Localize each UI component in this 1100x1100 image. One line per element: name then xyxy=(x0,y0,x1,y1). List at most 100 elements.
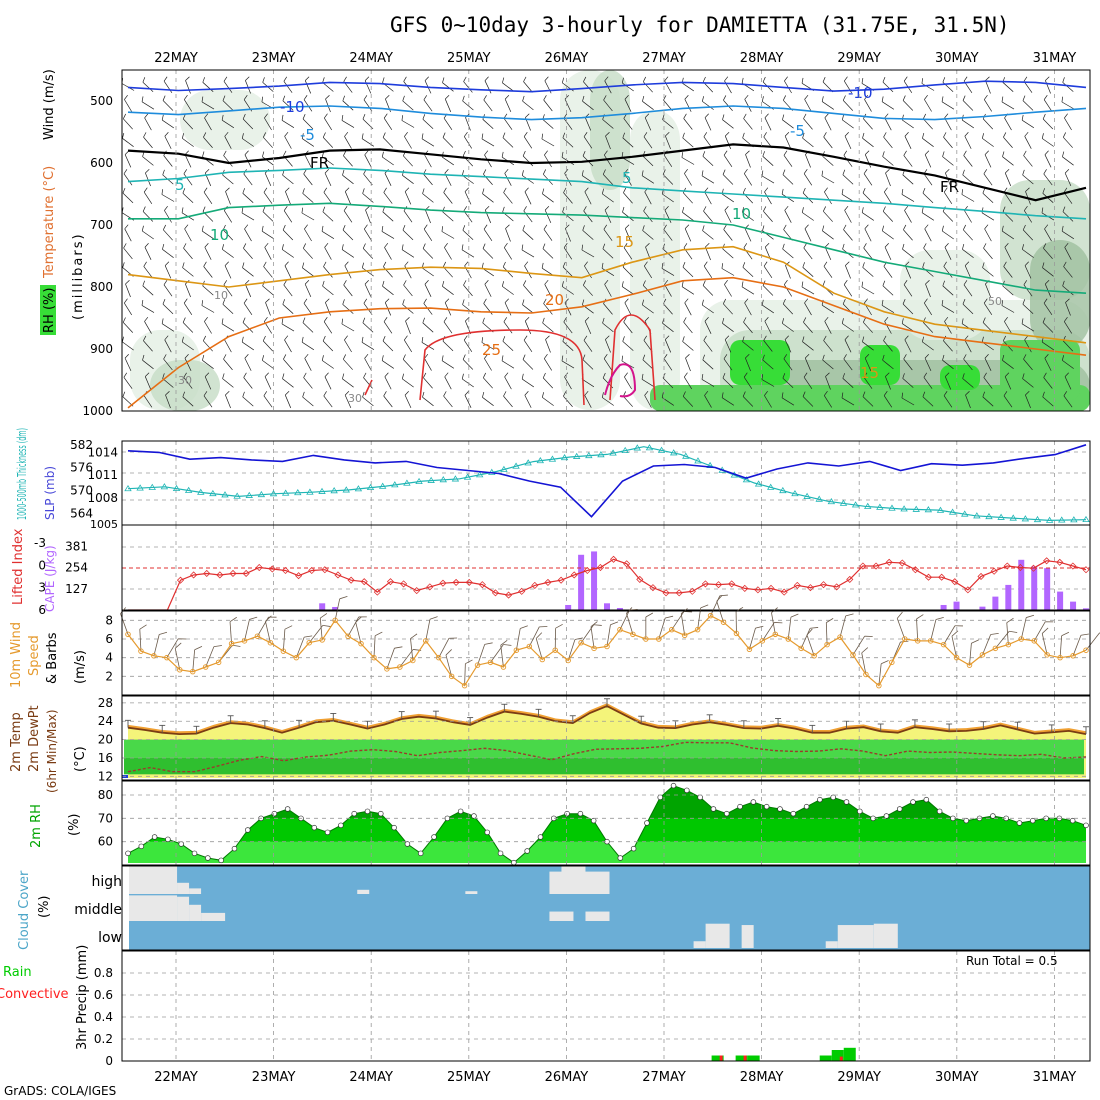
temp-contour-FR xyxy=(127,143,1087,202)
wind-barb-flag xyxy=(984,224,989,230)
wind-barb-flag xyxy=(662,114,665,120)
wind-barb xyxy=(501,360,515,369)
wind-barb xyxy=(403,210,413,223)
wind-barb-flag xyxy=(344,261,349,266)
wind-barb xyxy=(964,265,972,279)
precip-bar-total xyxy=(831,1050,844,1061)
wind-barb-flag xyxy=(921,78,924,84)
wind-barb-flag xyxy=(844,76,848,82)
wind-barb-flag xyxy=(622,132,625,138)
wind-barb-10m-flag xyxy=(916,614,924,620)
temp-tick: 24 xyxy=(98,714,113,728)
rh-marker xyxy=(378,810,384,817)
wind-barb-flag xyxy=(701,96,704,102)
wind-barb-10m xyxy=(749,628,756,650)
wind-barb xyxy=(482,119,494,129)
wind-marker xyxy=(656,636,662,642)
thickness-marker xyxy=(378,482,387,489)
wind-barb xyxy=(242,267,254,277)
wind-barb xyxy=(862,267,874,277)
wind-barb xyxy=(404,395,412,408)
cloud-level-middle: middle xyxy=(74,902,122,918)
wind-barb-flag xyxy=(944,113,949,119)
wind-barb-flag xyxy=(401,115,404,121)
wind-barb xyxy=(1042,118,1054,130)
wind-barb-flag xyxy=(203,335,207,341)
wind-barb-flag xyxy=(944,316,949,322)
wind-barb-flag xyxy=(1043,372,1047,378)
rh-marker xyxy=(1083,822,1089,829)
wind-marker xyxy=(526,643,533,650)
thickness-marker xyxy=(354,485,363,492)
wind-barb-flag xyxy=(321,225,324,232)
wind-barb xyxy=(584,265,592,279)
wind-barb-flag xyxy=(982,391,985,397)
wind-barb-flag xyxy=(343,76,347,82)
rh-marker xyxy=(391,824,397,831)
wind-barb xyxy=(563,247,573,260)
wind-barb xyxy=(524,395,532,408)
wind-barb xyxy=(723,229,733,241)
wind-barb-flag xyxy=(605,335,610,340)
wind-barb-flag xyxy=(703,206,707,212)
wind-barb xyxy=(243,303,253,315)
wind-barb-flag xyxy=(583,280,587,286)
wind-barb xyxy=(623,396,633,407)
wind-barb-flag xyxy=(243,243,247,249)
date-label-top: 27MAY xyxy=(642,51,686,66)
wind-barb-flag xyxy=(842,169,846,175)
lifted-marker xyxy=(662,589,670,597)
wind-barb-10m xyxy=(355,622,362,644)
wind-barb-10m-flag xyxy=(593,624,602,626)
lifted-marker xyxy=(426,583,434,591)
wind-barb-flag xyxy=(385,298,390,303)
wind-barb-flag xyxy=(363,298,368,304)
wind-barb xyxy=(503,192,513,204)
rh-marker xyxy=(191,850,198,857)
wind-marker xyxy=(798,645,804,652)
wind-barb-flag xyxy=(581,244,584,251)
wind-barb xyxy=(161,194,175,202)
wind-barb-flag xyxy=(561,77,564,83)
wind-barb xyxy=(443,395,453,408)
wind-barb xyxy=(602,174,614,185)
wind-barb xyxy=(361,341,375,351)
wind-barb xyxy=(301,341,315,351)
wind-barb-flag xyxy=(623,187,627,193)
wind-barb-flag xyxy=(743,243,748,249)
wind-barb xyxy=(342,174,354,185)
wind-barb xyxy=(584,191,592,205)
wind-barb-flag xyxy=(462,225,466,231)
cloud-cell-low xyxy=(837,925,874,948)
wind-barb-flag xyxy=(924,224,929,230)
thickness-marker xyxy=(827,497,836,505)
wind-barb-flag xyxy=(603,354,608,359)
wind-barb xyxy=(783,358,793,371)
wind-barb-10m xyxy=(861,652,867,675)
wind-barb-10m xyxy=(671,611,685,630)
wind-barb xyxy=(1064,172,1072,187)
wind-barb-10m-flag xyxy=(139,624,147,630)
wind-barb xyxy=(921,212,935,221)
wind-barb-10m xyxy=(347,616,360,637)
wind-barb-flag xyxy=(744,298,749,304)
lifted-marker xyxy=(819,581,828,589)
wind-marker xyxy=(1083,647,1089,653)
wind-barb xyxy=(402,100,414,111)
wind-barb xyxy=(962,249,974,258)
wind-barb-flag xyxy=(643,132,648,137)
wind-barb xyxy=(164,265,172,279)
precip-bars xyxy=(711,1047,856,1061)
rh-marker xyxy=(990,813,996,819)
wind-barb-flag xyxy=(685,354,690,359)
wind-barb xyxy=(902,323,914,332)
wind-barb xyxy=(843,358,853,371)
cape-bar xyxy=(616,607,623,610)
wind-barb-flag xyxy=(723,224,727,230)
wind-barb-flag xyxy=(842,298,846,305)
wind-barb-flag xyxy=(603,95,607,101)
wind-barb-flag xyxy=(824,391,828,396)
wind-barb xyxy=(1023,210,1033,223)
wind-barb-flag xyxy=(124,353,129,359)
wind-barb-flag xyxy=(681,152,684,158)
